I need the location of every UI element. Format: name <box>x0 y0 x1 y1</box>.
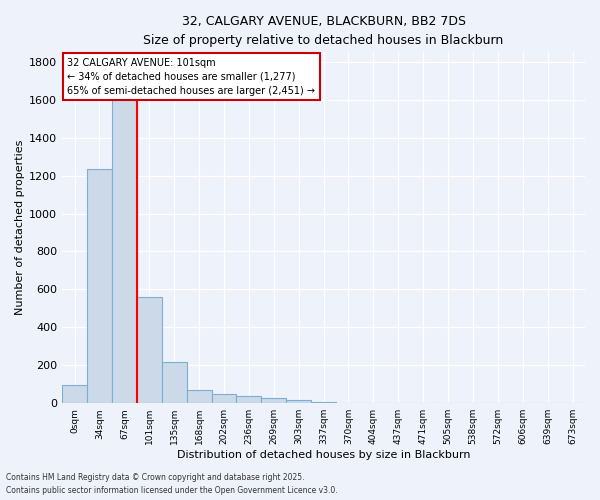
Bar <box>87 169 112 403</box>
Text: Contains HM Land Registry data © Crown copyright and database right 2025.
Contai: Contains HM Land Registry data © Crown c… <box>6 474 338 495</box>
Title: 32, CALGARY AVENUE, BLACKBURN, BB2 7DS
Size of property relative to detached hou: 32, CALGARY AVENUE, BLACKBURN, BB2 7DS S… <box>143 15 504 47</box>
X-axis label: Distribution of detached houses by size in Blackburn: Distribution of detached houses by size … <box>177 450 470 460</box>
Bar <box>112 96 137 403</box>
Bar <box>62 385 87 403</box>
Bar <box>236 396 262 403</box>
Y-axis label: Number of detached properties: Number of detached properties <box>15 140 25 316</box>
Bar <box>212 394 236 403</box>
Bar <box>286 400 311 403</box>
Bar <box>162 362 187 403</box>
Bar <box>262 398 286 403</box>
Text: 32 CALGARY AVENUE: 101sqm
← 34% of detached houses are smaller (1,277)
65% of se: 32 CALGARY AVENUE: 101sqm ← 34% of detac… <box>67 58 316 96</box>
Bar <box>187 390 212 403</box>
Bar <box>311 402 336 403</box>
Bar <box>137 297 162 403</box>
